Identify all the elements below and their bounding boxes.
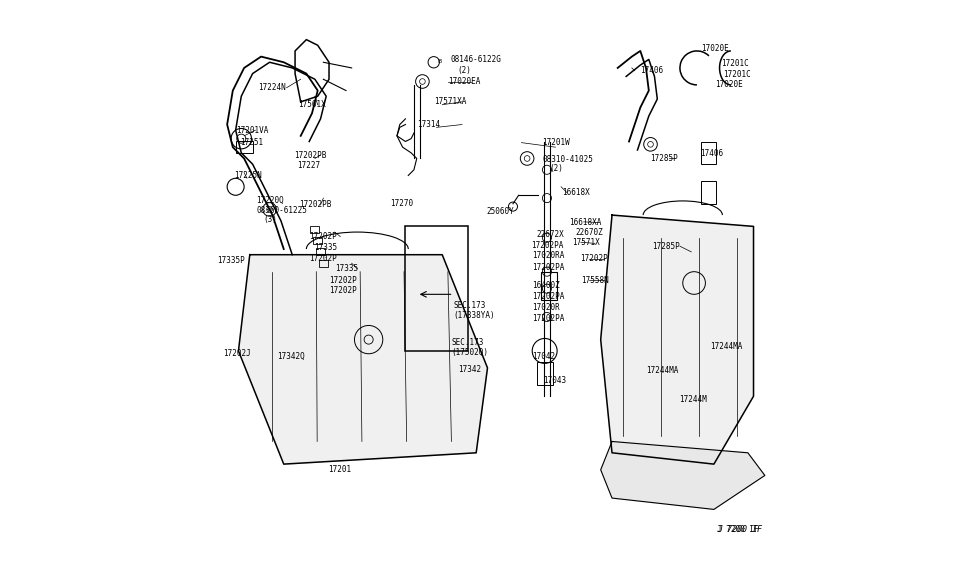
Text: 17042: 17042	[531, 352, 555, 361]
Text: SEC.173: SEC.173	[453, 301, 486, 310]
Text: 17335: 17335	[334, 264, 358, 273]
Text: 17201: 17201	[328, 465, 351, 474]
Text: 17220Q: 17220Q	[256, 196, 285, 205]
Bar	[316, 248, 325, 255]
Text: 17202PA: 17202PA	[531, 263, 564, 272]
Text: 17285P: 17285P	[650, 154, 679, 163]
Text: 17244M: 17244M	[679, 395, 707, 404]
Text: 17202J: 17202J	[223, 349, 251, 358]
Text: 17202P: 17202P	[309, 232, 337, 241]
Bar	[313, 237, 322, 244]
Text: 17020R: 17020R	[531, 303, 560, 312]
Text: 17224N: 17224N	[258, 83, 286, 92]
Polygon shape	[601, 441, 764, 509]
Text: 17342Q: 17342Q	[277, 352, 305, 361]
Text: 16618XA: 16618XA	[569, 218, 602, 227]
Text: (2): (2)	[457, 66, 471, 75]
Text: (17338YA): (17338YA)	[453, 311, 495, 320]
Text: 17202P: 17202P	[580, 254, 607, 263]
Text: 17314: 17314	[416, 120, 440, 129]
Bar	[236, 142, 253, 153]
Text: 17020RA: 17020RA	[531, 251, 564, 260]
Text: J 7200 IF: J 7200 IF	[717, 525, 761, 534]
Bar	[310, 226, 320, 233]
Text: 17020EA: 17020EA	[448, 77, 481, 86]
Text: 16618X: 16618X	[563, 188, 590, 197]
Text: 17561X: 17561X	[298, 100, 326, 109]
Text: 22670Z: 22670Z	[575, 228, 603, 237]
Text: 17202P: 17202P	[329, 276, 357, 285]
Text: 17202PA: 17202PA	[531, 241, 564, 250]
Text: 17244MA: 17244MA	[646, 366, 679, 375]
Text: 17558N: 17558N	[581, 276, 608, 285]
Text: 17335: 17335	[314, 243, 337, 252]
Text: 17285P: 17285P	[651, 242, 680, 251]
Text: 17202P: 17202P	[309, 254, 337, 263]
Text: 16400Z: 16400Z	[531, 281, 560, 290]
Text: 17406: 17406	[700, 149, 722, 158]
Text: 17201VA: 17201VA	[236, 126, 268, 135]
Text: 17202P: 17202P	[329, 286, 357, 295]
Text: 17020E: 17020E	[716, 80, 743, 89]
Text: 25060Y: 25060Y	[487, 207, 514, 216]
Text: 17201W: 17201W	[542, 138, 569, 147]
Bar	[537, 362, 553, 385]
Bar	[701, 181, 716, 204]
Text: 17251: 17251	[240, 138, 263, 147]
Text: 08360-61225: 08360-61225	[256, 206, 307, 215]
Bar	[406, 226, 468, 351]
Polygon shape	[239, 255, 488, 464]
Text: 17571XA: 17571XA	[434, 97, 466, 106]
Text: 22672X: 22672X	[536, 230, 564, 239]
Text: 08146-6122G: 08146-6122G	[450, 55, 501, 64]
Text: 17406: 17406	[641, 66, 663, 75]
Text: J 7200 IF: J 7200 IF	[717, 525, 759, 534]
Text: 17201C: 17201C	[722, 70, 751, 79]
Text: 17043: 17043	[543, 376, 566, 385]
Text: 17202PA: 17202PA	[531, 314, 564, 323]
Polygon shape	[601, 215, 754, 464]
Text: 17225N: 17225N	[234, 171, 261, 180]
Text: 17571X: 17571X	[572, 238, 601, 247]
Bar	[319, 260, 328, 267]
Text: 08310-41025: 08310-41025	[542, 155, 593, 164]
Text: (17502Q): (17502Q)	[451, 348, 488, 357]
Text: (2): (2)	[550, 164, 564, 173]
Text: 17342: 17342	[458, 365, 482, 374]
Text: 17201C: 17201C	[721, 59, 749, 68]
Text: 17335P: 17335P	[217, 256, 245, 265]
Text: 17202PB: 17202PB	[293, 151, 327, 160]
Text: 17202PA: 17202PA	[531, 292, 564, 301]
Text: 17270: 17270	[390, 199, 413, 208]
Text: (3): (3)	[263, 215, 277, 224]
Text: 17244MA: 17244MA	[710, 342, 742, 351]
Text: B: B	[438, 59, 442, 63]
Text: 17020E: 17020E	[701, 44, 729, 53]
Bar	[541, 272, 557, 300]
Text: 17202PB: 17202PB	[299, 200, 332, 209]
Bar	[701, 142, 716, 164]
Text: SEC.173: SEC.173	[451, 338, 485, 347]
Text: 17227: 17227	[296, 161, 320, 170]
